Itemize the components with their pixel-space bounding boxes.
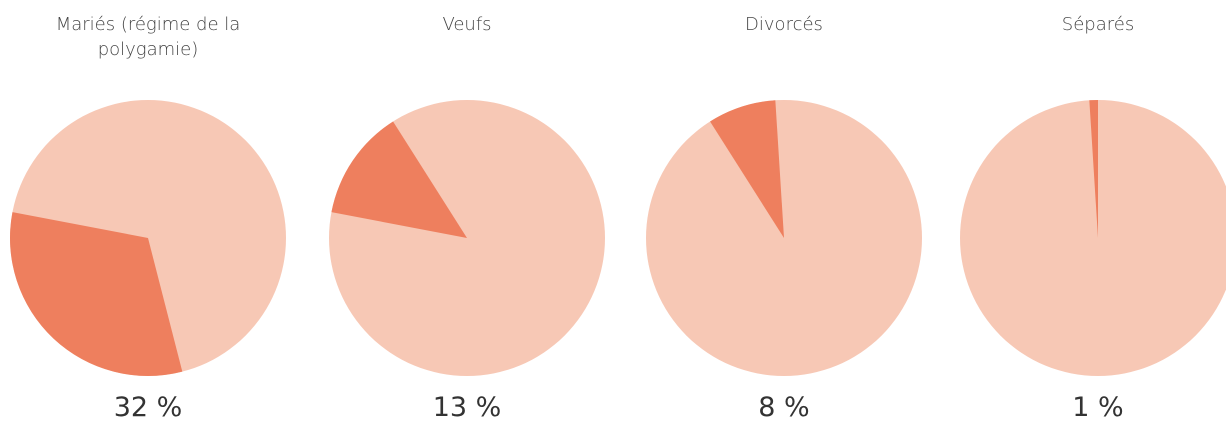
pie-slice <box>1089 100 1098 238</box>
value-label: 32 % <box>113 392 183 423</box>
pie-slice <box>9 212 183 377</box>
value-label: 13 % <box>432 392 502 423</box>
value-label: 1 % <box>1072 392 1124 423</box>
pie-slice <box>710 100 784 238</box>
chart-title: Divorcés <box>745 14 823 35</box>
value-label: 8 % <box>758 392 810 423</box>
chart-title: Séparés <box>1061 14 1135 35</box>
chart-title: Mariés (régime de la polygamie) <box>55 14 241 60</box>
pie-base <box>960 100 1226 376</box>
pie-slice <box>331 121 467 238</box>
chart-title: Veufs <box>442 14 492 35</box>
